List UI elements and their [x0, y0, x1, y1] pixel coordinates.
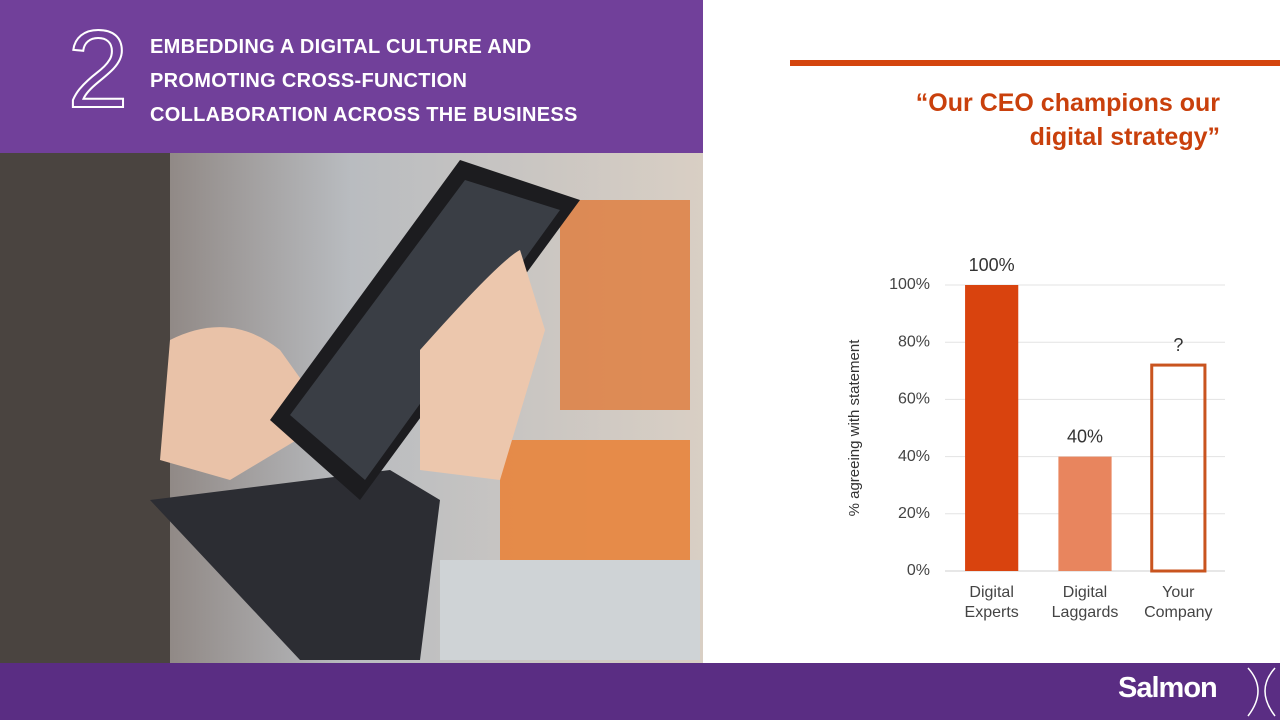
y-tick-label: 80% [898, 333, 930, 350]
y-tick-label: 0% [907, 562, 930, 579]
x-tick-label: Your Company [1144, 584, 1213, 621]
y-tick-label: 20% [898, 505, 930, 522]
y-tick-label: 40% [898, 448, 930, 465]
value-label: 40% [1067, 426, 1103, 446]
bar [965, 285, 1019, 571]
header-tint [0, 0, 703, 153]
brand: Salmon [1118, 672, 1218, 704]
section-number: 2 [67, 8, 128, 131]
header-band [0, 0, 703, 153]
value-label: 100% [969, 255, 1015, 275]
bar [1058, 456, 1112, 571]
header-title: COLLABORATION ACROSS THE BUSINESS [150, 104, 578, 126]
x-tick-label: Digital Experts [964, 584, 1019, 621]
accent-rule [790, 60, 1280, 66]
y-tick-label: 100% [889, 276, 930, 293]
value-label: ? [1173, 335, 1183, 355]
footer-band [0, 663, 1280, 720]
x-tick-label: Digital Laggards [1051, 584, 1119, 621]
header-title: EMBEDDING A DIGITAL CULTURE AND [150, 36, 532, 58]
chart-title: “Our CEO champions our digital strategy” [915, 89, 1220, 151]
brand-mark [1247, 667, 1276, 717]
photo [0, 153, 703, 663]
y-axis-label: % agreeing with statement [846, 339, 863, 517]
header-title: PROMOTING CROSS-FUNCTION [150, 70, 468, 92]
bar [1150, 363, 1207, 573]
y-tick-label: 60% [898, 391, 930, 408]
